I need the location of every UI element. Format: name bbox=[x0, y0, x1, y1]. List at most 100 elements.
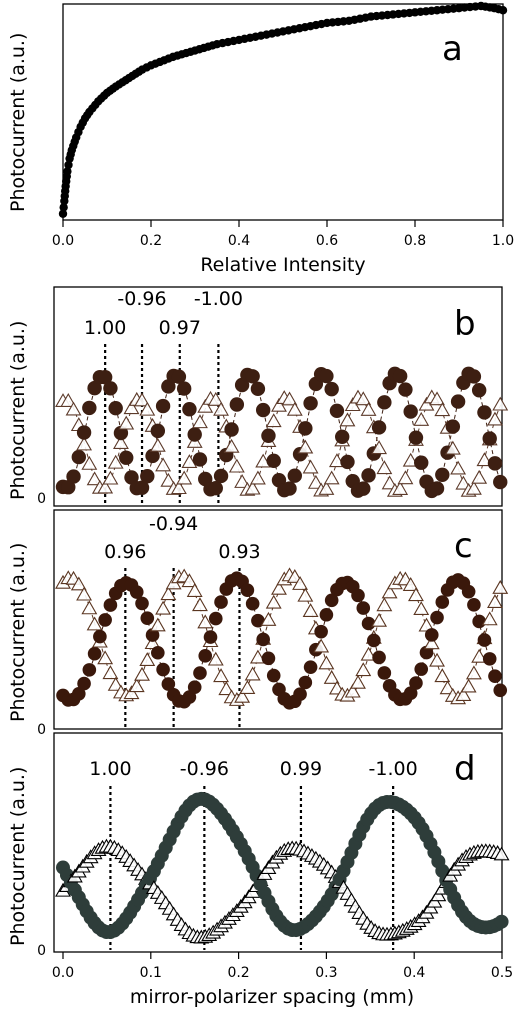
panel-a-points bbox=[58, 1, 508, 218]
panel-c-annotation-label: 0.93 bbox=[218, 541, 260, 563]
panel-b-triangle-point bbox=[107, 454, 124, 469]
panel-d-ylabel: Photocurrent (a.u.) bbox=[7, 767, 29, 946]
panel-c-circle-point bbox=[129, 585, 144, 599]
panel-b-circle-point bbox=[134, 480, 150, 495]
panel-d-annotations: 1.00 -0.96 0.99 -1.00 bbox=[89, 758, 417, 780]
panel-c-circle-point bbox=[303, 660, 318, 674]
panel-b-circle-point bbox=[119, 450, 134, 465]
panel-d-frame bbox=[53, 732, 503, 953]
panel-c-circle-point bbox=[377, 666, 392, 680]
panel-b-triangle-point bbox=[176, 470, 193, 485]
panel-b-triangle-point bbox=[60, 393, 77, 407]
panel-b-triangle-point bbox=[113, 435, 129, 450]
panel-a-x-tick-label: 1.0 bbox=[492, 233, 514, 249]
panel-a-point bbox=[58, 209, 68, 218]
panel-c-circle-point bbox=[198, 649, 213, 663]
panel-a-x-tick-label: 0.4 bbox=[228, 233, 250, 249]
panel-c-circle-point bbox=[203, 630, 218, 644]
panel-c-triangle-point bbox=[381, 584, 398, 599]
panel-c-circle-point bbox=[430, 610, 444, 625]
panel-c-circle-point bbox=[351, 588, 365, 603]
panel-b-circle-point bbox=[392, 368, 408, 384]
panel-c-triangle-point bbox=[487, 594, 503, 608]
panel-c-triangle-point bbox=[107, 676, 124, 691]
panel-c-circle-point bbox=[208, 611, 223, 626]
panel-b-y-zero: 0 bbox=[37, 491, 46, 507]
panel-a-letter: a bbox=[442, 29, 463, 69]
panel-b-circle-point bbox=[377, 395, 392, 410]
panel-b-triangle-point bbox=[155, 457, 172, 472]
panel-c-triangle-point bbox=[265, 594, 282, 609]
panel-b-triangle-point bbox=[381, 475, 398, 490]
panel-c-triangle-point bbox=[297, 587, 314, 602]
panel-b-triangle-point bbox=[102, 470, 119, 485]
panel-c-triangle-point bbox=[434, 668, 451, 683]
panel-b-annotation-label: -0.96 bbox=[117, 288, 166, 310]
panel-b-triangle-point bbox=[170, 480, 187, 495]
panel-c-triangle-point bbox=[371, 612, 388, 627]
panel-b-circle-point bbox=[493, 474, 508, 490]
panel-c-circle-point bbox=[461, 584, 476, 599]
panel-d-points bbox=[55, 791, 510, 944]
panel-d-y-zero: 0 bbox=[37, 943, 46, 959]
panel-c-triangle-point bbox=[218, 681, 235, 696]
panel-c-circle-point bbox=[361, 616, 376, 631]
panel-c-circle-point bbox=[256, 632, 270, 647]
panel-a-point bbox=[59, 203, 68, 212]
panel-b-circle-point bbox=[261, 428, 276, 443]
panel-b-circle-point bbox=[255, 402, 271, 418]
panel-b-triangle-point bbox=[397, 470, 414, 485]
panel-d-annotation-label: -0.96 bbox=[180, 758, 229, 780]
panel-c-annotation-label: -0.94 bbox=[149, 513, 198, 535]
panel-b-triangle-point bbox=[429, 391, 445, 406]
panel-b-circle-point bbox=[176, 381, 192, 396]
panel-d-annotation-label: 1.00 bbox=[89, 758, 131, 780]
panel-c-triangle-point bbox=[350, 674, 366, 689]
panel-b-triangle-point bbox=[318, 480, 335, 495]
panel-b-triangle-point bbox=[444, 440, 461, 455]
panel-c-triangle-point bbox=[323, 669, 340, 684]
panel-b: Photocurrent (a.u.) 0 b 1.00 -0.96 0.97 -1.… bbox=[7, 286, 509, 507]
panel-b-triangle-point bbox=[65, 401, 82, 416]
panel-d-letter: d bbox=[454, 749, 476, 789]
panel-d-triangle-point bbox=[493, 846, 510, 861]
panel-c-triangle-point bbox=[271, 580, 287, 595]
panel-c-triangle-point bbox=[249, 649, 266, 664]
panel-c-circle-point bbox=[435, 595, 450, 609]
panel-c: Photocurrent (a.u.) 0 c 0.96-0.94 0.93 bbox=[7, 509, 509, 738]
panel-c-circle-point bbox=[472, 614, 486, 629]
panel-c-circle-point bbox=[145, 628, 160, 642]
panel-b-triangle-point bbox=[339, 412, 356, 427]
panel-b-circle-point bbox=[229, 397, 245, 412]
panel-d-x-tick-label: 0.4 bbox=[403, 965, 425, 981]
panel-c-triangle-point bbox=[128, 678, 145, 693]
panel-b-circle-point bbox=[82, 400, 97, 416]
panel-b-circle-point bbox=[213, 468, 229, 484]
panel-b-letter: b bbox=[454, 304, 476, 344]
panel-d-x-ticks: 0.0 0.1 0.2 0.3 0.4 0.5 bbox=[52, 952, 513, 981]
panel-b-circle-point bbox=[266, 453, 281, 469]
panel-b-triangle-point bbox=[139, 401, 156, 416]
panel-b-circle-point bbox=[192, 452, 208, 467]
panel-b-triangle-point bbox=[97, 479, 114, 494]
panel-c-triangle-point bbox=[239, 680, 256, 694]
panel-c-triangle-point bbox=[408, 587, 424, 602]
panel-c-triangle-point bbox=[207, 651, 224, 666]
panel-b-circle-point bbox=[487, 456, 503, 471]
panel-c-triangle-point bbox=[292, 576, 309, 590]
panel-b-circle-point bbox=[171, 369, 187, 384]
panel-b-circle-point bbox=[361, 468, 376, 483]
panel-b-annotation-label: 1.00 bbox=[84, 317, 126, 339]
panel-b-circle-point bbox=[76, 425, 92, 440]
panel-a-x-tick-label: 0.8 bbox=[404, 233, 426, 249]
panel-b-circle-point bbox=[145, 448, 160, 464]
panel-c-circle-point bbox=[245, 596, 260, 611]
panel-c-triangle-point bbox=[81, 600, 98, 615]
panel-c-triangle-point bbox=[492, 579, 509, 594]
panel-b-circle-point bbox=[224, 422, 239, 437]
panel-b-triangle-point bbox=[197, 398, 214, 413]
panel-c-triangle-point bbox=[302, 603, 319, 617]
panel-c-triangle-point bbox=[313, 638, 330, 653]
panel-b-circle-point bbox=[371, 420, 387, 435]
